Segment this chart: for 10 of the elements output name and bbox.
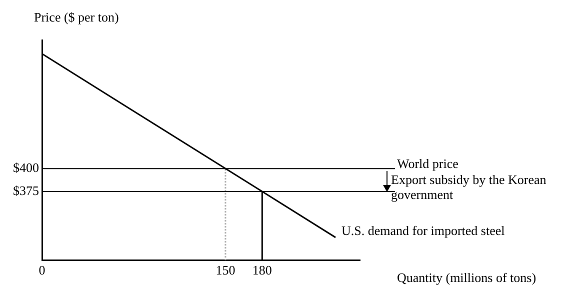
y-tick-label: $400 <box>13 160 39 175</box>
x-tick-label: 150 <box>216 262 236 278</box>
x-tick-label: 180 <box>252 262 272 278</box>
ref-line-label: World price <box>397 156 459 171</box>
x-axis-title: Quantity (millions of tons) <box>397 270 536 285</box>
text: Export subsidy by the Korean government <box>391 172 547 202</box>
y-tick-label: $375 <box>13 182 39 198</box>
y-axis-title: Price ($ per ton) <box>34 9 119 24</box>
series-label: U.S. demand for imported steel <box>342 222 506 238</box>
x-tick-label: 0 <box>38 262 46 278</box>
